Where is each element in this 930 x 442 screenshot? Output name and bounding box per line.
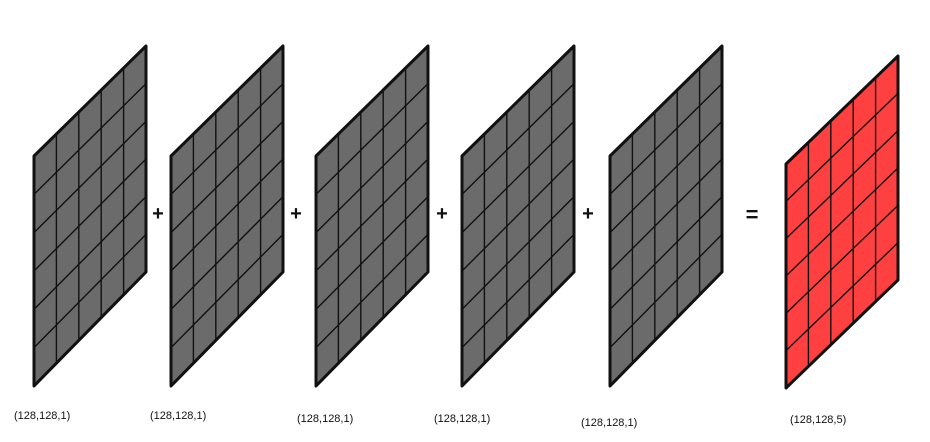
result-shape-label: (128,128,5) bbox=[790, 414, 846, 426]
plus-operator-4: + bbox=[582, 203, 594, 225]
tensor-sheet-4 bbox=[462, 46, 574, 386]
result-sheet bbox=[786, 56, 898, 388]
tensor-sheet-3 bbox=[316, 46, 428, 386]
tensor-sheet-5 bbox=[610, 46, 722, 386]
tensor-1-shape-label: (128,128,1) bbox=[14, 410, 70, 422]
tensor-5-shape-label: (128,128,1) bbox=[581, 417, 637, 429]
plus-operator-3: + bbox=[436, 203, 448, 225]
tensor-3-shape-label: (128,128,1) bbox=[297, 413, 353, 425]
equals-operator: = bbox=[746, 202, 759, 227]
tensor-2-shape-label: (128,128,1) bbox=[150, 410, 206, 422]
plus-operator-1: + bbox=[152, 203, 164, 225]
tensor-sheet-1 bbox=[34, 46, 146, 386]
plus-operator-2: + bbox=[290, 203, 302, 225]
tensor-4-shape-label: (128,128,1) bbox=[434, 413, 490, 425]
tensor-sheet-2 bbox=[171, 46, 283, 386]
